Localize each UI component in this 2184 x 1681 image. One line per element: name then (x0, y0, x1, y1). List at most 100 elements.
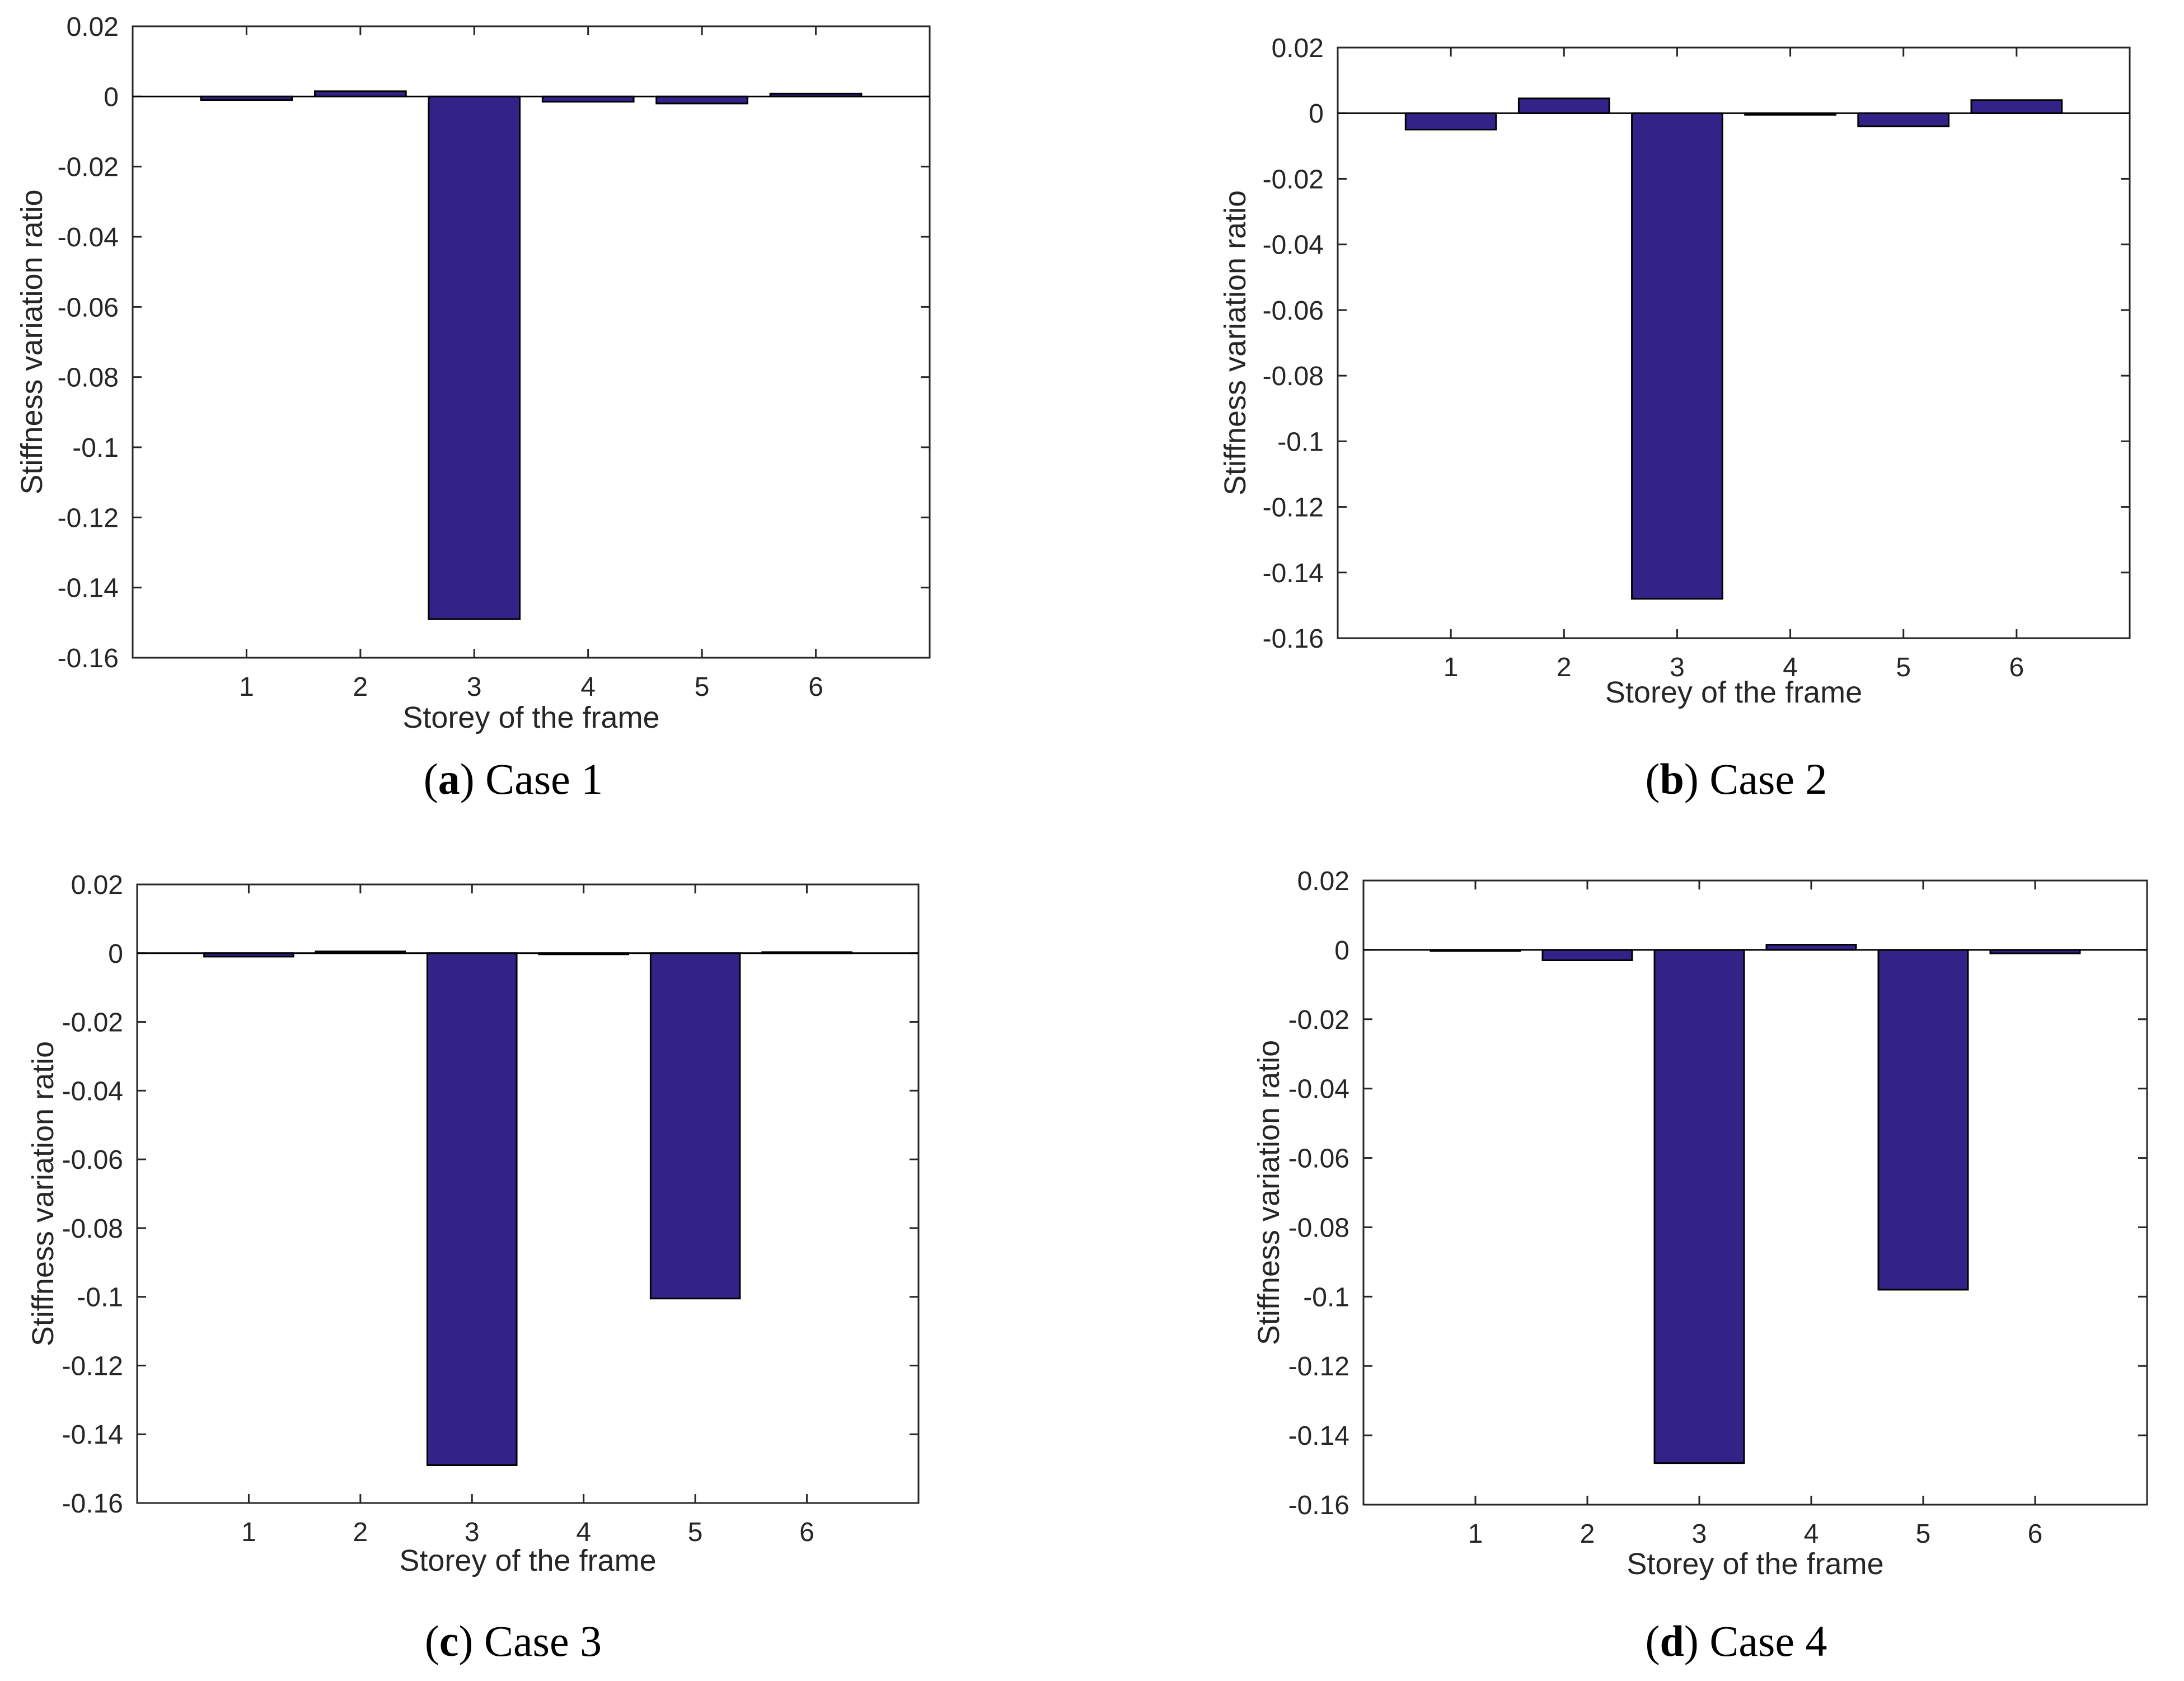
x-tick-label: 4 (1783, 653, 1798, 682)
y-tick-label: 0.02 (1297, 867, 1349, 896)
x-tick-label: 3 (1670, 653, 1685, 682)
caption-close-paren: ) (460, 755, 485, 803)
y-tick-label: -0.16 (58, 644, 119, 673)
caption-open-paren: ( (1646, 1617, 1660, 1665)
y-tick-label: -0.1 (72, 433, 119, 463)
x-tick-label: 5 (695, 672, 710, 702)
y-tick-label: -0.04 (62, 1076, 123, 1106)
x-tick-label: 2 (1557, 653, 1572, 682)
y-tick-label: 0 (1309, 99, 1324, 129)
y-tick-label: -0.08 (1288, 1213, 1349, 1243)
chart-panel-b: 0.02 0 -0.02 -0.04 -0.06 -0.08 -0.1 -0.12 -0.14 -… (1218, 34, 2131, 803)
x-axis-label: Storey of the frame (399, 1544, 656, 1577)
caption-open-paren: ( (425, 1617, 439, 1665)
x-axis-label: Storey of the frame (402, 701, 659, 734)
caption-title: Case 3 (484, 1617, 602, 1665)
bar-storey-3 (1653, 949, 1745, 1464)
y-tick-label: -0.02 (1263, 165, 1324, 194)
x-tick-label: 5 (1916, 1519, 1931, 1549)
y-tick-label: -0.16 (62, 1489, 123, 1519)
y-tick-label: 0.02 (71, 870, 123, 900)
y-tick-label: 0 (108, 939, 123, 969)
panel-caption: (b) Case 2 (1646, 755, 1827, 803)
x-tick-label: 1 (1443, 653, 1459, 682)
y-tick-label: -0.02 (1288, 1005, 1349, 1035)
x-tick-label: 1 (239, 672, 254, 702)
caption-letter: d (1660, 1617, 1684, 1665)
x-tick-label: 1 (1468, 1519, 1483, 1549)
panel-caption: (d) Case 4 (1646, 1617, 1827, 1665)
caption-title: Case 4 (1709, 1617, 1827, 1665)
y-tick-label: -0.06 (1263, 296, 1324, 326)
bar-storey-1 (1404, 112, 1497, 131)
y-tick-label: -0.1 (77, 1283, 123, 1313)
bar-storey-2 (1541, 949, 1633, 961)
y-tick-label: -0.04 (1263, 231, 1324, 260)
bar-storey-5 (649, 952, 741, 1300)
x-tick-label: 6 (799, 1518, 814, 1547)
caption-letter: c (439, 1617, 459, 1665)
chart-panel-c: 0.02 0 -0.02 -0.04 -0.06 -0.08 -0.1 -0.12 -0.14 -… (26, 870, 920, 1665)
y-tick-label: -0.08 (58, 363, 119, 393)
caption-title: Case 1 (485, 755, 603, 803)
y-tick-label: -0.06 (62, 1145, 123, 1175)
y-axis-label: Stiffness variation ratio (26, 1041, 60, 1346)
y-tick-label: -0.08 (1263, 362, 1324, 391)
y-axis-label: Stiffness variation ratio (1252, 1040, 1286, 1345)
y-tick-label: -0.02 (62, 1008, 123, 1038)
y-tick-label: -0.08 (62, 1214, 123, 1244)
bar-storey-5 (1857, 112, 1950, 128)
bar-storey-3 (1631, 112, 1723, 600)
y-tick-label: -0.14 (62, 1420, 123, 1450)
y-tick-label: -0.14 (1288, 1421, 1349, 1451)
caption-close-paren: ) (459, 1617, 484, 1665)
x-tick-label: 5 (688, 1518, 703, 1547)
y-tick-label: -0.16 (1263, 624, 1324, 654)
x-tick-label: 4 (1804, 1519, 1819, 1549)
y-tick-label: -0.06 (58, 293, 119, 322)
x-tick-label: 1 (241, 1518, 256, 1547)
y-tick-label: 0 (104, 82, 119, 112)
x-tick-label: 4 (580, 672, 596, 702)
caption-open-paren: ( (1646, 755, 1660, 803)
caption-open-paren: ( (424, 755, 438, 803)
caption-close-paren: ) (1684, 755, 1709, 803)
y-tick-label: 0.02 (1272, 34, 1324, 63)
bar-storey-2 (1517, 97, 1610, 114)
x-tick-label: 3 (465, 1518, 480, 1547)
caption-letter: b (1660, 755, 1684, 803)
x-tick-label: 6 (2009, 653, 2024, 682)
axes-box (136, 883, 920, 1504)
y-tick-label: -0.14 (58, 574, 119, 603)
panel-caption: (c) Case 3 (425, 1617, 602, 1665)
y-tick-label: -0.14 (1263, 559, 1324, 588)
x-tick-label: 6 (808, 672, 823, 702)
y-axis-label: Stiffness variation ratio (15, 189, 49, 494)
bar-storey-3 (427, 952, 518, 1466)
x-tick-label: 2 (353, 672, 368, 702)
caption-letter: a (438, 755, 460, 803)
y-tick-label: -0.16 (1288, 1491, 1349, 1520)
bar-storey-6 (1970, 99, 2063, 114)
caption-title: Case 2 (1709, 755, 1827, 803)
axes-box (1337, 46, 2131, 639)
y-tick-label: 0.02 (67, 12, 119, 42)
y-tick-label: -0.12 (1288, 1352, 1349, 1382)
bar-storey-5 (655, 95, 749, 105)
y-tick-label: 0 (1334, 936, 1349, 966)
y-tick-label: -0.12 (58, 503, 119, 533)
x-axis-label: Storey of the frame (1627, 1547, 1883, 1581)
axes-box (1362, 879, 2148, 1506)
x-tick-label: 4 (576, 1518, 591, 1547)
x-axis-label: Storey of the frame (1605, 676, 1862, 709)
x-tick-label: 5 (1896, 653, 1911, 682)
panel-caption: (a) Case 1 (424, 755, 603, 803)
y-tick-label: -0.06 (1288, 1144, 1349, 1174)
y-tick-label: -0.1 (1303, 1282, 1349, 1312)
x-tick-label: 2 (1580, 1519, 1595, 1549)
x-tick-label: 2 (353, 1518, 368, 1547)
x-tick-label: 6 (2028, 1519, 2043, 1549)
axes-box (132, 25, 931, 659)
y-tick-label: -0.02 (58, 153, 119, 182)
